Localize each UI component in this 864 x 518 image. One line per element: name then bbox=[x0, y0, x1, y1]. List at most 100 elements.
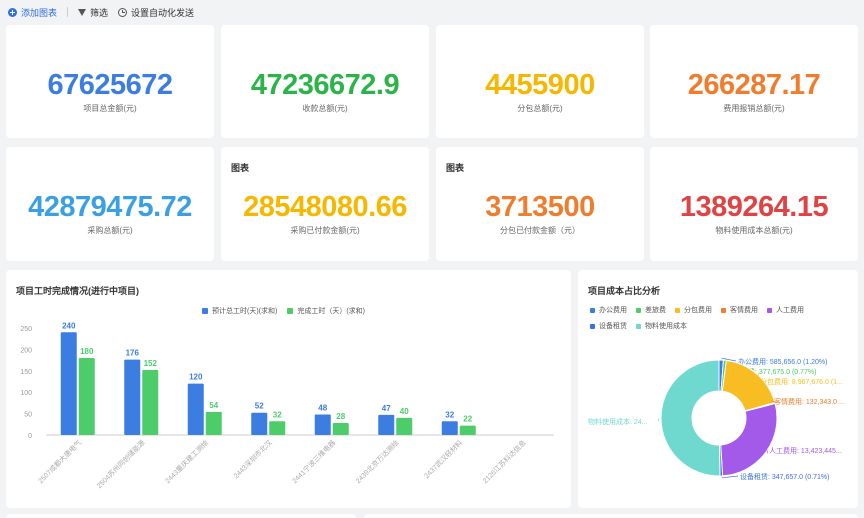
y-tick-label: 100 bbox=[20, 390, 32, 397]
y-tick-label: 0 bbox=[28, 433, 32, 440]
legend-swatch bbox=[590, 307, 595, 313]
y-tick-label: 250 bbox=[20, 326, 32, 333]
y-tick-label: 50 bbox=[24, 412, 32, 419]
add-chart-label: 添加图表 bbox=[21, 7, 58, 18]
legend-label: 办公费用 bbox=[599, 307, 627, 314]
legend-item[interactable]: 预计总工时(天)(求和) bbox=[202, 306, 277, 316]
pie-leader-line bbox=[721, 357, 737, 362]
kpi-label: 费用报销总额(元) bbox=[723, 104, 785, 113]
bar bbox=[205, 411, 222, 435]
pie-leader-line bbox=[766, 449, 768, 454]
kpi-value: 4455900 bbox=[485, 69, 595, 101]
kpi-value: 67625672 bbox=[47, 69, 173, 101]
pie-slice-label: 人工费用: 13,423,445... bbox=[769, 446, 842, 455]
bar bbox=[78, 357, 95, 435]
plus-circle-icon bbox=[8, 7, 17, 17]
pie-slice-label: 办公费用: 585,656.0 (1.20%) bbox=[738, 357, 828, 366]
add-chart-button[interactable]: 添加图表 bbox=[8, 6, 57, 19]
x-tick-label: 2437武汉轻材料 bbox=[422, 438, 464, 480]
legend-swatch bbox=[636, 323, 641, 329]
y-tick-label: 200 bbox=[20, 347, 32, 354]
pie-leader-line bbox=[657, 418, 660, 422]
card-title: 图表 bbox=[231, 163, 250, 173]
bar-value-label: 240 bbox=[62, 321, 76, 330]
toolbar-divider bbox=[67, 7, 69, 17]
bar-value-label: 54 bbox=[209, 401, 218, 410]
legend-label: 客情费用 bbox=[730, 307, 758, 314]
pie-leader-line bbox=[771, 400, 778, 403]
legend-item[interactable]: 完成工时（天）(求和) bbox=[287, 306, 365, 316]
bar-value-label: 40 bbox=[400, 407, 409, 416]
bar bbox=[441, 421, 458, 435]
x-tick-label: 2443重庆建工测绘 bbox=[163, 438, 210, 485]
bar bbox=[459, 425, 476, 435]
pie-legend-item[interactable]: 办公费用 bbox=[590, 305, 627, 315]
kpi-value: 266287.17 bbox=[687, 69, 821, 101]
bar bbox=[378, 414, 395, 435]
kpi-card-subcontract-paid[interactable]: 图表 3713500 分包已付款金额（元） bbox=[436, 147, 644, 261]
pie-legend-item[interactable]: 客情费用 bbox=[721, 305, 758, 315]
pie-legend-item[interactable]: 物料使用成本 bbox=[636, 321, 687, 331]
pie-chart-title: 项目成本占比分析 bbox=[588, 286, 661, 296]
kpi-value: 3713500 bbox=[485, 191, 595, 223]
kpi-label: 项目总金额(元) bbox=[83, 104, 137, 113]
automation-button[interactable]: 设置自动化发送 bbox=[118, 6, 194, 19]
kpi-card-subcontract-total[interactable]: 4455900 分包总额(元) bbox=[436, 25, 644, 138]
legend-swatch bbox=[590, 323, 595, 329]
y-tick-label: 150 bbox=[20, 369, 32, 376]
pie-slice-label: 设备租赁: 347,657.0 (0.71%) bbox=[740, 472, 830, 481]
bar-value-label: 52 bbox=[255, 402, 264, 411]
kpi-card-project-total[interactable]: 67625672 项目总金额(元) bbox=[6, 25, 214, 138]
kpi-card-purchase-total[interactable]: 42879475.72 采购总额(元) bbox=[6, 147, 214, 261]
legend-label: 完成工时（天）(求和) bbox=[297, 308, 365, 315]
bar bbox=[142, 369, 159, 435]
filter-button[interactable]: 筛选 bbox=[78, 6, 108, 19]
legend-label: 差旅费 bbox=[645, 307, 666, 314]
pie-legend-item[interactable]: 差旅费 bbox=[636, 305, 666, 315]
pie-legend-item[interactable]: 人工费用 bbox=[767, 305, 804, 315]
bottom-card-left bbox=[6, 514, 356, 518]
automation-label: 设置自动化发送 bbox=[131, 7, 195, 18]
pie-legend-item[interactable]: 分包费用 bbox=[675, 305, 712, 315]
filter-label: 筛选 bbox=[90, 7, 109, 18]
legend-swatch bbox=[202, 308, 208, 314]
x-tick-label: 2443深圳市北汉 bbox=[232, 438, 274, 480]
card-title: 图表 bbox=[446, 163, 465, 173]
bar bbox=[124, 359, 141, 435]
pie-legend-item[interactable]: 设备租赁 bbox=[590, 321, 627, 331]
x-tick-label: 2126江苏科达信息 bbox=[481, 438, 528, 485]
legend-label: 预计总工时(天)(求和) bbox=[212, 308, 278, 315]
x-tick-label: 2507成都大唐电气 bbox=[36, 438, 83, 485]
legend-label: 物料使用成本 bbox=[645, 323, 687, 330]
bar-value-label: 180 bbox=[80, 347, 94, 356]
legend-label: 人工费用 bbox=[776, 307, 804, 314]
legend-swatch bbox=[636, 307, 641, 313]
pie-slice-label: 物料使用成本: 24... bbox=[588, 417, 648, 426]
kpi-card-purchase-paid[interactable]: 图表 28548080.66 采购已付款金额(元) bbox=[221, 147, 429, 261]
bar-value-label: 32 bbox=[445, 410, 454, 419]
bar-chart-card[interactable]: 项目工时完成情况(进行中项目) 预计总工时(天)(求和) 完成工时（天）(求和)… bbox=[6, 270, 571, 508]
bar bbox=[251, 412, 268, 435]
bar-chart: 0 50 100 150 200 250 240 180 2507成都大唐电气 176 152 250… bbox=[20, 321, 554, 490]
kpi-card-expense-total[interactable]: 266287.17 费用报销总额(元) bbox=[650, 25, 858, 138]
x-tick-label: 2441宁波三维电器 bbox=[290, 438, 337, 485]
clock-icon bbox=[118, 7, 128, 17]
bar-chart-title: 项目工时完成情况(进行中项目) bbox=[16, 286, 139, 296]
kpi-card-receipts-total[interactable]: 47236672.9 收款总额(元) bbox=[221, 25, 429, 138]
x-tick-label: 2504苏州同创储能源 bbox=[95, 438, 147, 490]
kpi-value: 28548080.66 bbox=[243, 191, 407, 223]
pie-slice bbox=[660, 359, 721, 477]
kpi-label: 物料使用成本总额(元) bbox=[715, 226, 793, 235]
kpi-value: 1389264.15 bbox=[679, 191, 829, 223]
bar-value-label: 32 bbox=[273, 410, 282, 419]
legend-swatch bbox=[721, 307, 726, 313]
pie-chart-card[interactable]: 项目成本占比分析 办公费用 差旅费 分包费用 客情费用 人工费用设备租赁 物料使用成本 办… bbox=[578, 270, 858, 508]
kpi-value: 42879475.72 bbox=[28, 191, 192, 223]
kpi-label: 分包已付款金额（元） bbox=[500, 226, 580, 235]
kpi-card-material-cost[interactable]: 1389264.15 物料使用成本总额(元) bbox=[650, 147, 858, 261]
pie-slice bbox=[720, 402, 778, 477]
x-tick-label: 2439北京万达测绘 bbox=[354, 438, 401, 485]
legend-swatch bbox=[767, 307, 772, 313]
pie-leader-line bbox=[721, 475, 739, 479]
kpi-label: 采购总额(元) bbox=[87, 226, 133, 235]
